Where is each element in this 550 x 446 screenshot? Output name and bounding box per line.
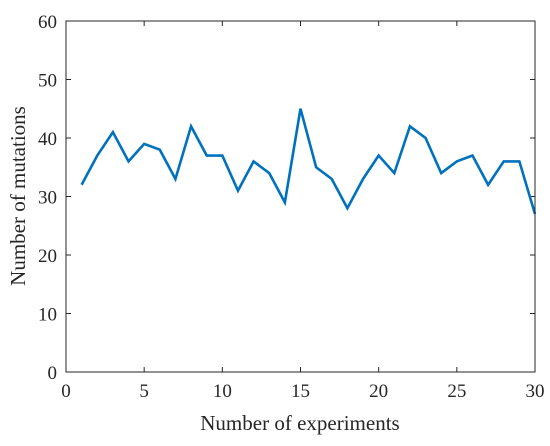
y-tick-label: 30: [38, 188, 57, 209]
y-tick-labels: 0 10 20 30 40 50 60: [38, 12, 57, 384]
x-tick-label: 0: [61, 381, 71, 402]
x-tick-label: 20: [369, 381, 388, 402]
x-tick-labels: 0 5 10 15 20 25 30: [61, 381, 544, 402]
x-axis-label: Number of experiments: [200, 411, 399, 435]
x-tick-label: 15: [291, 381, 310, 402]
y-tick-label: 50: [38, 71, 57, 92]
y-tick-label: 60: [38, 12, 57, 33]
y-tick-label: 40: [38, 129, 57, 150]
axes-box: [65, 20, 536, 373]
y-tick-label: 0: [48, 363, 58, 384]
x-tick-label: 30: [526, 381, 545, 402]
x-tick-label: 10: [213, 381, 232, 402]
y-axis-label: Number of mutations: [6, 106, 30, 286]
y-tick-label: 20: [38, 246, 57, 267]
y-tick-label: 10: [38, 305, 57, 326]
x-tick-label: 25: [447, 381, 466, 402]
x-tick-label: 5: [139, 381, 149, 402]
series-line-0: [80, 108, 537, 215]
plot-area: [66, 21, 535, 372]
series-group: [80, 108, 537, 215]
